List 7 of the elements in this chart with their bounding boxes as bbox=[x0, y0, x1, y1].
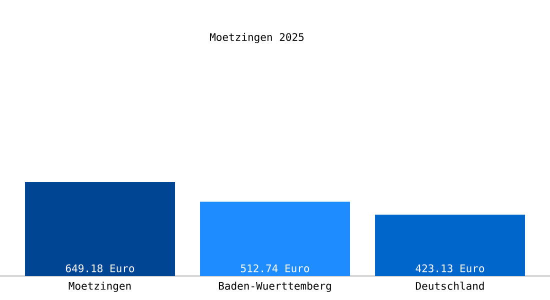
x-tick-label: Moetzingen bbox=[68, 282, 131, 292]
chart-title: Moetzingen 2025 bbox=[210, 32, 304, 44]
x-tick-label: Baden-Wuerttemberg bbox=[218, 282, 331, 292]
data-label: 423.13 Euro bbox=[416, 264, 484, 272]
data-label: 512.74 Euro bbox=[240, 264, 310, 272]
x-tick-label: Deutschland bbox=[416, 282, 484, 290]
data-label: 649.18 Euro bbox=[66, 264, 134, 272]
